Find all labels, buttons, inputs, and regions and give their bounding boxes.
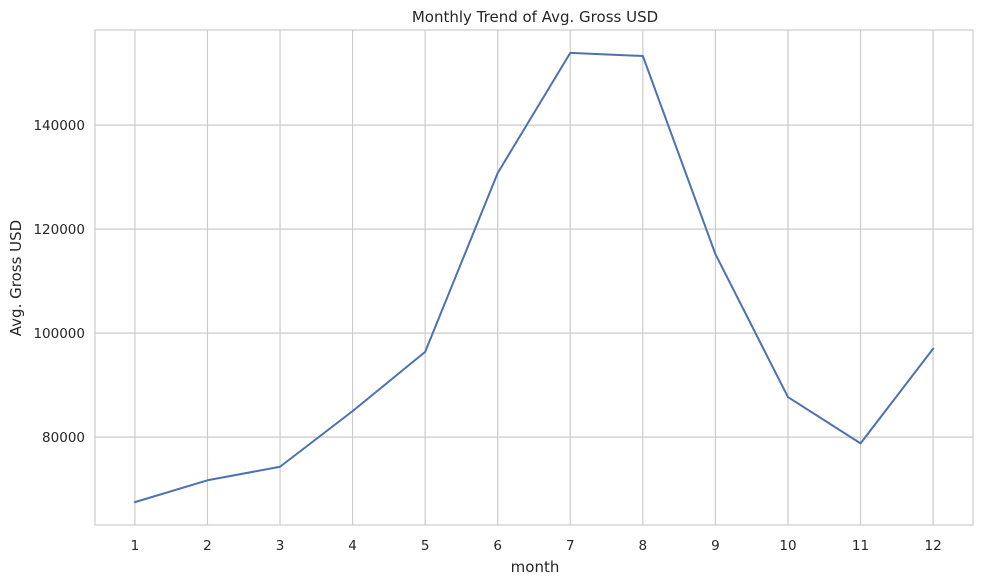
data-point [642,55,644,57]
data-point [859,442,862,445]
grid-lines [95,30,973,525]
data-point [279,465,281,468]
data-point [714,253,717,255]
y-tick-label: 120000 [33,222,85,238]
series-line [133,51,935,504]
data-point [134,501,136,503]
data-point [932,347,934,350]
x-tick-label: 9 [711,538,720,554]
x-tick-label: 8 [639,538,648,554]
data-point [351,410,354,412]
series-layer [133,51,935,504]
y-tick-label: 100000 [33,326,85,342]
x-tick-label: 2 [203,538,212,554]
data-point [787,396,789,398]
y-tick-label: 140000 [33,118,85,134]
x-tick-label: 11 [852,538,869,554]
x-tick-labels: 1 2 3 4 5 6 7 8 9 10 11 12 [131,538,942,554]
x-tick-label: 12 [924,538,941,554]
data-point [496,172,499,174]
data-point [424,351,426,353]
chart-title: Monthly Trend of Avg. Gross USD [412,8,658,26]
x-tick-label: 10 [779,538,796,554]
x-axis-title: month [511,558,560,576]
x-tick-label: 3 [276,538,285,554]
x-tick-label: 1 [131,538,140,554]
x-tick-label: 7 [566,538,575,554]
y-axis-title: Avg. Gross USD [7,220,25,336]
plot-frame [94,29,974,526]
x-tick-label: 4 [348,538,357,554]
x-tick-label: 5 [421,538,430,554]
x-tick-label: 6 [493,538,502,554]
data-point [569,52,572,54]
data-point [206,479,209,482]
y-tick-labels: 80000 100000 120000 140000 [33,118,85,446]
y-tick-label: 80000 [42,430,85,446]
